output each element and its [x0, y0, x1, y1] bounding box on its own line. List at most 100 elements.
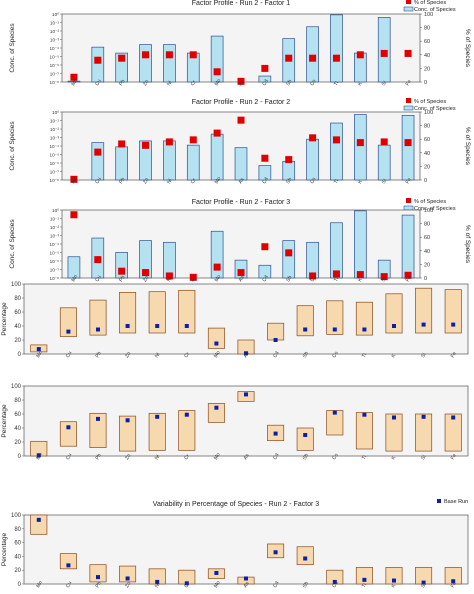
x-tick-label-Mn: Mn: [70, 176, 79, 185]
x-tick-label-Pb: Pb: [95, 581, 103, 589]
variability-box-Fe: [444, 289, 462, 334]
y2-tick-label: 100: [424, 12, 433, 18]
x-tick-label-Co: Co: [309, 274, 318, 283]
base-run-marker-Co: [332, 579, 337, 584]
conc-bar-Pb: [115, 252, 128, 279]
conc-bar-Cd: [258, 165, 272, 181]
base-run-marker-K: [392, 324, 396, 328]
y-tick-label: 20: [14, 440, 21, 446]
pct-marker-K: [356, 139, 364, 147]
variability-box-Cr: [178, 289, 196, 334]
y2-tick-label: 60: [424, 137, 430, 143]
chart-title: Variability in Percentage of Species - R…: [153, 501, 320, 508]
pct-marker-Co: [309, 134, 317, 142]
y2-tick-label: 0: [424, 80, 427, 86]
y2-tick-label: 20: [424, 66, 430, 72]
y-tick-label: 80: [14, 296, 21, 302]
x-tick-label-K: K: [391, 583, 398, 589]
x-tick-label-Pb: Pb: [118, 177, 126, 185]
base-run-marker-Fe: [451, 579, 456, 584]
x-tick-label-K: K: [357, 81, 364, 87]
y2-tick-label: 0: [424, 178, 427, 184]
x-tick-label-Fe: Fe: [405, 177, 413, 185]
pct-marker-Cu: [94, 56, 102, 64]
base-run-marker-Zn: [125, 324, 130, 328]
base-run-marker-Cd: [273, 550, 278, 555]
y-tick-label: 20: [14, 568, 21, 574]
conc-bar-Sb: [282, 240, 296, 279]
conc-bar-As: [234, 147, 248, 181]
x-tick-label-Mn: Mn: [35, 580, 44, 589]
base-run-marker-Sb: [303, 327, 308, 332]
base-run-marker-Ni: [155, 414, 160, 419]
x-tick-label-Sb: Sb: [302, 351, 310, 359]
x-tick-label-K: K: [357, 277, 364, 283]
pct-marker-Mn: [70, 73, 78, 81]
pct-marker-As: [237, 116, 245, 124]
base-run-marker-As: [244, 351, 248, 356]
legend-pct-label: % of Species: [414, 99, 446, 105]
x-tick-label-Sb: Sb: [302, 581, 310, 589]
y-tick-label: 10⁻⁵: [50, 153, 60, 158]
x-tick-label-Si: Si: [381, 276, 388, 283]
base-run-marker-Mo: [214, 405, 219, 410]
pct-marker-Zn: [142, 51, 150, 59]
legend-pct-marker: [406, 0, 411, 4]
x-tick-label-Mn: Mn: [35, 350, 44, 359]
x-tick-label-Ni: Ni: [166, 80, 174, 87]
x-tick-label-Cr: Cr: [183, 453, 191, 461]
base-run-marker-Cu: [66, 563, 71, 568]
x-tick-label-Mo: Mo: [213, 350, 222, 359]
x-tick-label-Mo: Mo: [213, 580, 222, 589]
base-run-marker-As: [244, 576, 248, 581]
x-tick-label-Ti: Ti: [361, 583, 368, 589]
conc-bar-Si: [377, 144, 391, 181]
variability-box-Fe: [444, 567, 462, 585]
base-run-marker-Ni: [155, 579, 160, 584]
base-run-marker-Zn: [125, 418, 130, 423]
y-tick-label: 10⁻³: [50, 136, 60, 141]
base-run-marker-Mo: [214, 341, 219, 346]
x-tick-label-Ti: Ti: [333, 81, 340, 87]
x-tick-label-Co: Co: [309, 176, 318, 185]
y-axis-label: Conc. of Species: [9, 121, 16, 171]
y2-tick-label: 20: [424, 164, 430, 170]
pct-marker-Ni: [165, 51, 173, 59]
legend-pct-label: % of Species: [414, 199, 446, 205]
variability-box-Cu: [59, 307, 77, 337]
x-tick-label-Fe: Fe: [450, 581, 458, 589]
conc-bar-Co: [306, 26, 319, 83]
pct-marker-Mo: [213, 129, 221, 137]
x-tick-label-Cd: Cd: [272, 350, 281, 359]
base-run-marker-Sb: [303, 433, 308, 437]
x-tick-label-Cr: Cr: [190, 79, 198, 87]
conc-bar-Cu: [91, 142, 105, 181]
x-tick-label-Zn: Zn: [124, 581, 132, 589]
variability-box-As: [237, 391, 255, 402]
y-tick-label: 10⁻⁴: [49, 144, 59, 149]
legend-conc-swatch: [403, 205, 414, 211]
x-tick-label-As: As: [238, 275, 246, 283]
base-run-marker-Pb: [96, 416, 100, 421]
y-axis-label: Percentage: [1, 302, 8, 336]
pct-marker-Co: [309, 54, 317, 62]
y2-tick-label: 60: [424, 39, 430, 45]
x-tick-label-As: As: [243, 581, 251, 589]
x-tick-label-Zn: Zn: [142, 177, 150, 185]
pct-marker-Fe: [404, 49, 412, 57]
variability-box-Ti: [355, 412, 373, 450]
legend-pct-label: % of Species: [414, 0, 446, 6]
pct-marker-Ti: [332, 270, 340, 278]
base-run-marker-Si: [421, 580, 426, 585]
y-tick-label: 10⁻⁸: [50, 80, 60, 85]
variability-box-Ni: [148, 568, 166, 585]
x-tick-label-Sb: Sb: [285, 275, 293, 283]
y-tick-label: 10⁻⁴: [49, 46, 59, 51]
y2-tick-label: 0: [424, 276, 427, 282]
pct-marker-Sb: [285, 156, 293, 164]
conc-bar-Ti: [330, 122, 343, 181]
variability-box-Cr: [178, 410, 196, 451]
conc-bar-Si: [377, 17, 391, 83]
base-run-marker-K: [392, 578, 396, 583]
base-run-marker-Cd: [273, 338, 278, 342]
